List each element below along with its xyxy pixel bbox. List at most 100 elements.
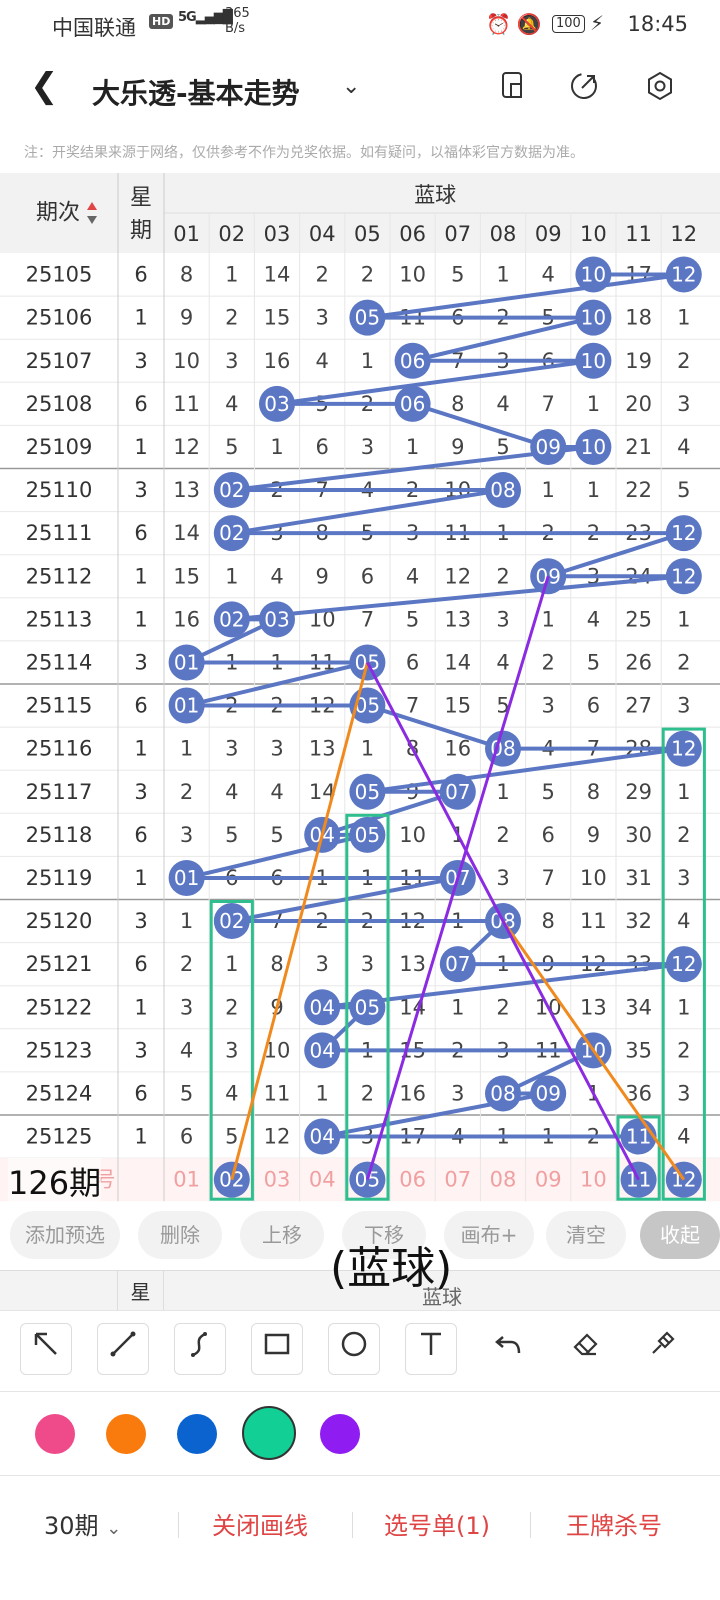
hit-ball[interactable]	[485, 472, 521, 509]
move-down-button[interactable]: 下移	[342, 1211, 426, 1259]
add-preselect-button[interactable]: 添加预选	[10, 1211, 120, 1259]
sort-up-icon[interactable]	[87, 202, 97, 210]
hit-ball[interactable]	[304, 1032, 341, 1069]
col-header-number: 08	[490, 222, 517, 246]
hit-ball[interactable]	[349, 816, 386, 853]
miss-count-cell: 27	[625, 694, 652, 718]
col-header-number: 11	[625, 222, 652, 246]
week-cell: 3	[134, 349, 147, 373]
hit-ball-number: 05	[355, 995, 380, 1019]
hit-ball[interactable]	[168, 859, 205, 896]
hit-ball[interactable]	[349, 989, 386, 1026]
trend-line	[276, 358, 594, 406]
rectangle-icon[interactable]	[251, 1323, 303, 1375]
color-purple[interactable]	[320, 1414, 360, 1454]
miss-count-cell: 19	[625, 349, 652, 373]
miss-count-cell: 4	[225, 392, 238, 416]
selection-list-button[interactable]: 选号单(1)	[384, 1512, 490, 1540]
miss-count-cell: 2	[180, 952, 193, 976]
curve-icon[interactable]	[174, 1323, 226, 1375]
hit-ball[interactable]	[213, 472, 250, 509]
kill-number-button[interactable]: 王牌杀号	[566, 1512, 662, 1540]
miss-count-cell: 16	[399, 1081, 426, 1105]
app-header: ❮ 大乐透-基本走势 ⌄	[0, 50, 720, 130]
miss-count-cell: 4	[225, 1081, 238, 1105]
trend-line	[366, 703, 504, 751]
color-green-selected[interactable]	[242, 1406, 296, 1460]
hit-ball[interactable]	[349, 299, 386, 336]
hit-ball[interactable]	[575, 299, 612, 336]
hit-ball[interactable]	[665, 558, 702, 595]
collapse-button[interactable]: 收起	[640, 1211, 720, 1259]
hit-ball[interactable]	[530, 1075, 567, 1112]
week-cell: 3	[134, 1038, 147, 1062]
page-title[interactable]: 大乐透-基本走势	[92, 77, 300, 110]
hit-ball[interactable]	[530, 428, 567, 465]
trend-line	[231, 875, 459, 924]
hit-ball-number: 10	[581, 263, 606, 287]
chevron-down-icon[interactable]: ⌄	[342, 74, 361, 99]
week-cell: 1	[134, 995, 147, 1019]
hit-ball[interactable]	[575, 256, 612, 293]
canvas-button[interactable]: 画布+	[444, 1211, 534, 1259]
miss-count-cell: 5	[677, 478, 690, 502]
select-arrow-icon[interactable]	[20, 1323, 72, 1375]
brush-icon[interactable]	[636, 1323, 688, 1375]
miss-count-cell: 3	[270, 737, 283, 761]
hit-ball[interactable]	[394, 385, 431, 422]
miss-count-cell: 3	[496, 607, 509, 631]
color-orange[interactable]	[106, 1414, 146, 1454]
hit-ball-number: 07	[445, 780, 470, 804]
hit-ball[interactable]	[575, 428, 612, 465]
hit-ball[interactable]	[665, 730, 702, 767]
week-cell: 3	[134, 478, 147, 502]
share-icon[interactable]	[566, 70, 602, 106]
hit-ball[interactable]	[213, 601, 250, 638]
circle-icon[interactable]	[328, 1323, 380, 1375]
move-up-button[interactable]: 上移	[240, 1211, 324, 1259]
color-blue[interactable]	[177, 1414, 217, 1454]
undo-icon[interactable]	[482, 1323, 534, 1375]
hit-ball[interactable]	[168, 644, 205, 681]
hit-ball[interactable]	[213, 515, 250, 552]
eraser-icon[interactable]	[559, 1323, 611, 1375]
hit-ball[interactable]	[304, 1118, 341, 1155]
miss-count-cell: 8	[542, 909, 555, 933]
hit-ball[interactable]	[168, 687, 205, 724]
trend-line	[411, 401, 549, 449]
hit-ball[interactable]	[665, 256, 702, 293]
hit-ball[interactable]	[665, 515, 702, 552]
hit-ball[interactable]	[485, 1075, 521, 1112]
hit-ball[interactable]	[349, 773, 386, 810]
hit-ball[interactable]	[439, 773, 476, 810]
hit-ball[interactable]	[304, 989, 341, 1026]
miss-count-cell: 3	[496, 866, 509, 890]
close-drawing-button[interactable]: 关闭画线	[212, 1512, 308, 1540]
back-icon[interactable]: ❮	[30, 66, 59, 106]
hit-ball[interactable]	[439, 946, 476, 983]
annotation-issue-label: 126期	[8, 1158, 102, 1204]
settings-icon[interactable]	[642, 70, 678, 106]
hit-ball[interactable]	[665, 946, 702, 983]
line-icon[interactable]	[97, 1323, 149, 1375]
hit-ball[interactable]	[394, 342, 431, 379]
hit-ball[interactable]	[259, 601, 295, 638]
col-header-week: 期	[130, 219, 152, 244]
portrait-icon[interactable]	[494, 70, 530, 106]
text-icon[interactable]	[405, 1323, 457, 1375]
color-pink[interactable]	[35, 1414, 75, 1454]
sort-down-icon[interactable]	[87, 216, 97, 224]
hit-ball[interactable]	[213, 903, 250, 940]
hit-ball[interactable]	[259, 385, 295, 422]
delete-button[interactable]: 删除	[138, 1211, 222, 1259]
hit-ball[interactable]	[575, 342, 612, 379]
miss-count-cell: 3	[677, 694, 690, 718]
trend-line	[367, 746, 685, 794]
clear-button[interactable]: 清空	[546, 1211, 626, 1259]
miss-count-cell: 10	[173, 349, 200, 373]
miss-count-cell: 4	[587, 607, 600, 631]
period-select[interactable]: 30期 ⌄	[44, 1506, 121, 1541]
miss-count-cell: 1	[361, 737, 374, 761]
miss-count-cell: 8	[587, 780, 600, 804]
